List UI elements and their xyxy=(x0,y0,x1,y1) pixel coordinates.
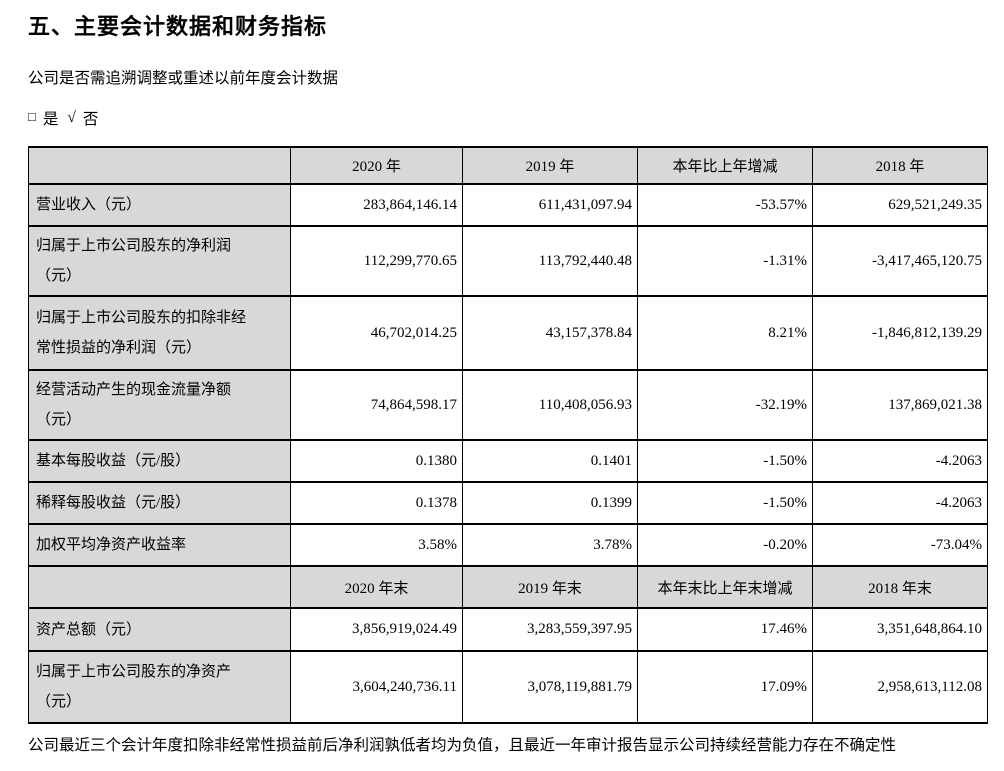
value-cell: 8.21% xyxy=(637,295,813,372)
value-cell: 3,351,648,864.10 xyxy=(812,607,988,653)
value-cell: 113,792,440.48 xyxy=(462,225,638,298)
table-row: 稀释每股收益（元/股） 0.1378 0.1399 -1.50% -4.2063 xyxy=(28,481,988,526)
value-cell: 3,078,119,881.79 xyxy=(462,650,638,725)
row-label-cell: 归属于上市公司股东的净资产（元） xyxy=(28,650,291,725)
table-row: 资产总额（元） 3,856,919,024.49 3,283,559,397.9… xyxy=(28,607,988,653)
header-2018: 2018 年 xyxy=(812,146,988,186)
row-label-cell: 归属于上市公司股东的扣除非经常性损益的净利润（元） xyxy=(28,295,291,372)
value-cell: 3,604,240,736.11 xyxy=(290,650,463,725)
value-cell: -1.50% xyxy=(637,481,813,526)
header-2019-year-end: 2019 年末 xyxy=(462,565,638,610)
footnote-text: 公司最近三个会计年度扣除非经常性损益前后净利润孰低者均为负值，且最近一年审计报告… xyxy=(28,737,897,755)
table-header-row-annual: 2020 年 2019 年 本年比上年增减 2018 年 xyxy=(28,146,988,186)
row-label-cell: 归属于上市公司股东的净利润（元） xyxy=(28,225,291,298)
table-row: 营业收入（元） 283,864,146.14 611,431,097.94 -5… xyxy=(28,183,988,228)
table-row: 归属于上市公司股东的扣除非经常性损益的净利润（元） 46,702,014.25 … xyxy=(28,295,988,372)
table-row: 基本每股收益（元/股） 0.1380 0.1401 -1.50% -4.2063 xyxy=(28,439,988,484)
table-header-row-year-end: 2020 年末 2019 年末 本年末比上年末增减 2018 年末 xyxy=(28,565,988,610)
checkbox-no-label: 否 xyxy=(82,111,99,129)
value-cell: -1,846,812,139.29 xyxy=(812,295,988,372)
value-cell: 112,299,770.65 xyxy=(290,225,463,298)
header-empty-cell xyxy=(28,565,291,610)
value-cell: 3,283,559,397.95 xyxy=(462,607,638,653)
row-label-cell: 资产总额（元） xyxy=(28,607,291,653)
value-cell: 17.09% xyxy=(637,650,813,725)
page-title: 五、主要会计数据和财务指标 xyxy=(28,14,328,39)
question-text: 公司是否需追溯调整或重述以前年度会计数据 xyxy=(28,69,339,87)
value-cell: 17.46% xyxy=(637,607,813,653)
value-cell: 3,856,919,024.49 xyxy=(290,607,463,653)
value-cell: 74,864,598.17 xyxy=(290,369,463,442)
value-cell: -1.50% xyxy=(637,439,813,484)
financial-indicators-table: 2020 年 2019 年 本年比上年增减 2018 年 营业收入（元） 283… xyxy=(28,146,988,725)
checkbox-line: □ 是 √ 否 xyxy=(28,107,987,129)
value-cell: 110,408,056.93 xyxy=(462,369,638,442)
header-2020-year-end: 2020 年末 xyxy=(290,565,463,610)
value-cell: 0.1380 xyxy=(290,439,463,484)
value-cell: -1.31% xyxy=(637,225,813,298)
row-label-cell: 营业收入（元） xyxy=(28,183,291,228)
checkbox-yes-label: 是 xyxy=(42,111,59,129)
value-cell: 43,157,378.84 xyxy=(462,295,638,372)
value-cell: 283,864,146.14 xyxy=(290,183,463,228)
table-row: 归属于上市公司股东的净利润（元） 112,299,770.65 113,792,… xyxy=(28,225,988,298)
value-cell: 3.58% xyxy=(290,523,463,568)
value-cell: 0.1401 xyxy=(462,439,638,484)
value-cell: 2,958,613,112.08 xyxy=(812,650,988,725)
checkbox-unchecked-icon[interactable]: □ xyxy=(28,109,36,125)
header-2018-year-end: 2018 年末 xyxy=(812,565,988,610)
row-label-cell: 稀释每股收益（元/股） xyxy=(28,481,291,526)
row-label-cell: 基本每股收益（元/股） xyxy=(28,439,291,484)
value-cell: 629,521,249.35 xyxy=(812,183,988,228)
table-row: 归属于上市公司股东的净资产（元） 3,604,240,736.11 3,078,… xyxy=(28,650,988,725)
value-cell: 46,702,014.25 xyxy=(290,295,463,372)
row-label-cell: 经营活动产生的现金流量净额（元） xyxy=(28,369,291,442)
value-cell: -32.19% xyxy=(637,369,813,442)
header-year-end-change: 本年末比上年末增减 xyxy=(637,565,813,610)
header-2019: 2019 年 xyxy=(462,146,638,186)
table-row: 经营活动产生的现金流量净额（元） 74,864,598.17 110,408,0… xyxy=(28,369,988,442)
value-cell: 3.78% xyxy=(462,523,638,568)
value-cell: -4.2063 xyxy=(812,481,988,526)
value-cell: -4.2063 xyxy=(812,439,988,484)
value-cell: 611,431,097.94 xyxy=(462,183,638,228)
value-cell: -0.20% xyxy=(637,523,813,568)
value-cell: -3,417,465,120.75 xyxy=(812,225,988,298)
value-cell: -73.04% xyxy=(812,523,988,568)
checkmark-icon[interactable]: √ xyxy=(67,109,76,127)
header-2020: 2020 年 xyxy=(290,146,463,186)
header-empty-cell xyxy=(28,146,291,186)
value-cell: -53.57% xyxy=(637,183,813,228)
row-label-cell: 加权平均净资产收益率 xyxy=(28,523,291,568)
value-cell: 0.1399 xyxy=(462,481,638,526)
header-yoy-change: 本年比上年增减 xyxy=(637,146,813,186)
value-cell: 137,869,021.38 xyxy=(812,369,988,442)
table-row: 加权平均净资产收益率 3.58% 3.78% -0.20% -73.04% xyxy=(28,523,988,568)
value-cell: 0.1378 xyxy=(290,481,463,526)
